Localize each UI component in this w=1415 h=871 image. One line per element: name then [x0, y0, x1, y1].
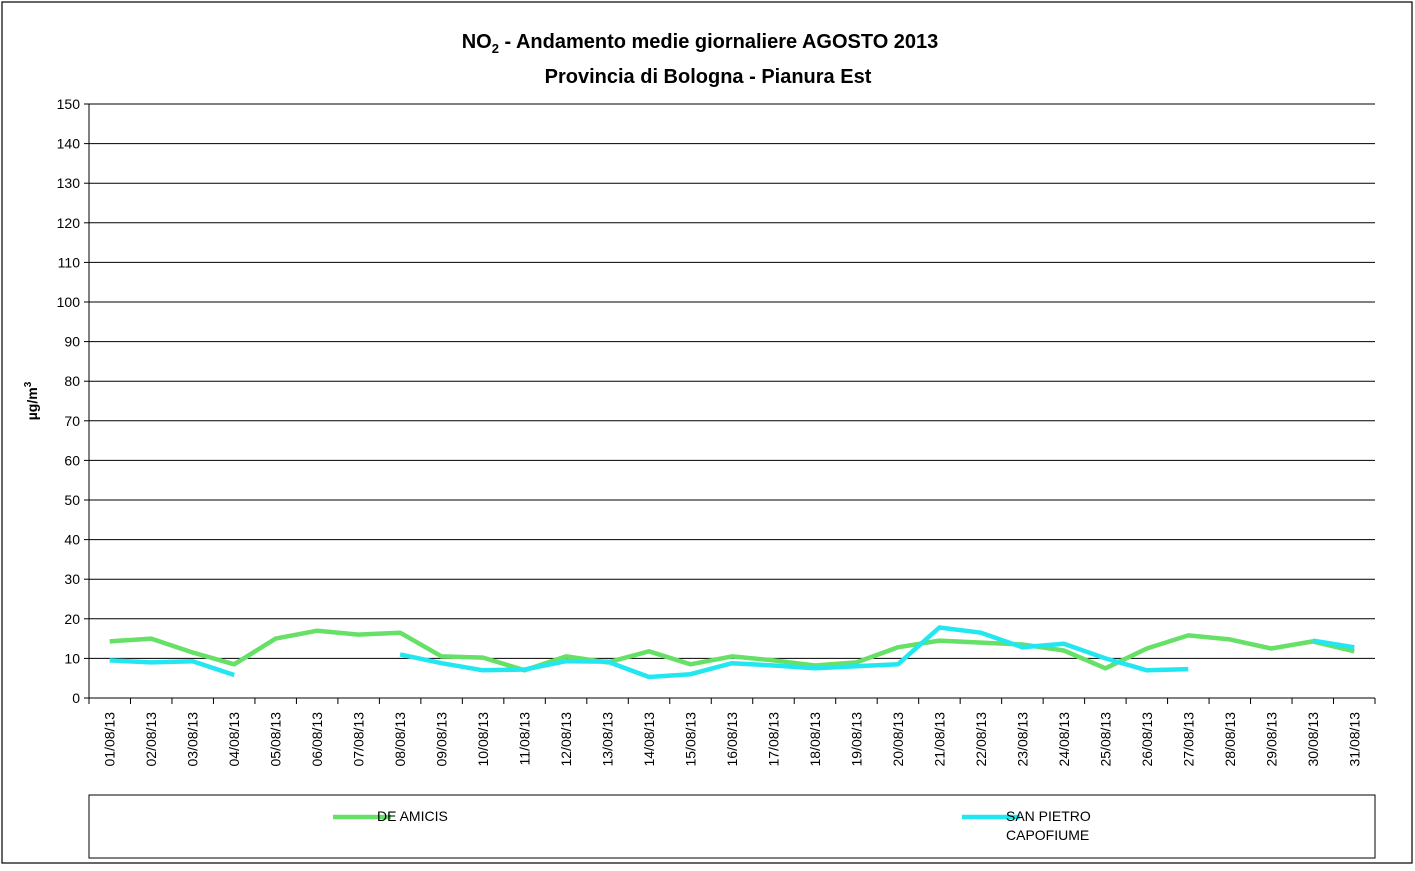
y-tick-label: 50: [64, 492, 80, 508]
x-tick-label: 12/08/13: [558, 712, 574, 767]
x-tick-label: 03/08/13: [185, 712, 201, 767]
legend-label: DE AMICIS: [377, 808, 448, 824]
x-tick-label: 05/08/13: [268, 712, 284, 767]
legend-text: DE AMICIS: [377, 808, 448, 824]
y-tick-label: 130: [57, 175, 81, 191]
chart-title: NO2 - Andamento medie giornaliere AGOSTO…: [462, 31, 939, 56]
y-tick-label: 70: [64, 413, 80, 429]
y-tick-label: 80: [64, 373, 80, 389]
y-tick-label: 60: [64, 452, 80, 468]
x-tick-label: 17/08/13: [765, 712, 781, 767]
x-tick-label: 02/08/13: [143, 712, 159, 767]
x-tick-label: 30/08/13: [1305, 712, 1321, 767]
x-tick-label: 31/08/13: [1346, 712, 1362, 767]
x-tick-label: 26/08/13: [1139, 712, 1155, 767]
x-tick-label: 07/08/13: [351, 712, 367, 767]
x-tick-label: 22/08/13: [973, 712, 989, 767]
x-tick-label: 01/08/13: [102, 712, 118, 767]
x-tick-label: 08/08/13: [392, 712, 408, 767]
x-tick-label: 24/08/13: [1056, 712, 1072, 767]
y-axis-label: µg/m3: [23, 381, 40, 420]
y-tick-label: 100: [57, 294, 81, 310]
x-tick-label: 25/08/13: [1097, 712, 1113, 767]
x-tick-label: 27/08/13: [1180, 712, 1196, 767]
x-tick-label: 09/08/13: [434, 712, 450, 767]
x-tick-label: 16/08/13: [724, 712, 740, 767]
legend-text: SAN PIETRO CAPOFIUME: [1006, 808, 1091, 843]
x-tick-label: 10/08/13: [475, 712, 491, 767]
x-tick-label: 04/08/13: [226, 712, 242, 767]
x-tick-label: 19/08/13: [848, 712, 864, 767]
x-tick-label: 11/08/13: [517, 712, 533, 766]
y-tick-label: 30: [64, 571, 80, 587]
y-tick-label: 40: [64, 532, 80, 548]
legend-label: SAN PIETRO CAPOFIUME: [1006, 808, 1091, 843]
series-line: [109, 625, 1355, 680]
y-tick-label: 120: [57, 215, 81, 231]
y-tick-label: 0: [72, 690, 80, 706]
y-tick-label: 150: [57, 96, 81, 112]
y-tick-label: 90: [64, 334, 80, 350]
x-tick-label: 28/08/13: [1222, 712, 1238, 767]
series-line: [109, 628, 1355, 673]
legend-box: [88, 794, 1376, 859]
y-tick-label: 10: [64, 650, 80, 666]
x-tick-label: 23/08/13: [1014, 712, 1030, 767]
x-tick-label: 18/08/13: [807, 712, 823, 767]
y-tick-label: 140: [57, 136, 81, 152]
x-tick-label: 06/08/13: [309, 712, 325, 767]
x-tick-label: 14/08/13: [641, 712, 657, 767]
chart-subtitle: Provincia di Bologna - Pianura Est: [545, 66, 872, 88]
x-tick-label: 20/08/13: [890, 712, 906, 767]
x-tick-label: 15/08/13: [683, 712, 699, 767]
y-tick-label: 110: [58, 254, 81, 270]
x-tick-label: 13/08/13: [600, 712, 616, 767]
x-tick-label: 29/08/13: [1263, 712, 1279, 767]
x-tick-label: 21/08/13: [931, 712, 947, 767]
y-tick-label: 20: [64, 611, 80, 627]
